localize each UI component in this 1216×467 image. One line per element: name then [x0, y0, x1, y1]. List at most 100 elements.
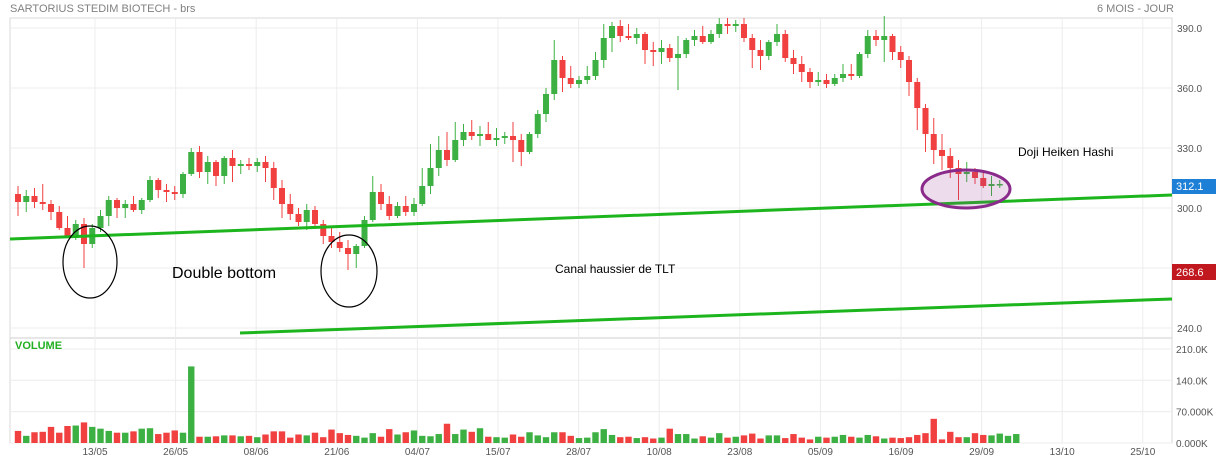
- candle-body: [848, 74, 855, 76]
- volume-bar: [188, 366, 195, 443]
- x-tick-label: 23/08: [727, 447, 752, 458]
- volume-bar: [328, 429, 335, 443]
- candle-body: [873, 36, 879, 40]
- candle-body: [939, 150, 945, 156]
- candle-body: [468, 132, 475, 136]
- candle-body: [386, 204, 393, 216]
- last-price-badge: [1172, 179, 1216, 194]
- x-tick-label: 25/10: [1130, 447, 1155, 458]
- volume-bar: [452, 434, 459, 443]
- candle-body: [312, 210, 318, 224]
- volume-bar: [155, 434, 162, 443]
- channel-lower-trendline: [9, 193, 1173, 241]
- candle-body: [807, 72, 813, 82]
- volume-bar: [592, 432, 599, 443]
- candle-body: [320, 224, 327, 236]
- candle-body: [155, 180, 162, 190]
- volume-bar: [716, 433, 723, 443]
- volume-bar: [897, 438, 904, 443]
- volume-bar: [518, 436, 525, 443]
- x-tick-label: 04/07: [405, 447, 430, 458]
- candle-body: [353, 246, 360, 254]
- volume-bar: [724, 437, 731, 443]
- volume-bar: [146, 428, 154, 443]
- candle-body: [336, 242, 343, 248]
- candle-body: [592, 60, 599, 76]
- volume-bar: [559, 432, 566, 443]
- annotation-doji: Doji Heiken Hashi: [1018, 145, 1113, 159]
- candle-body: [56, 212, 63, 228]
- volume-bar: [757, 438, 764, 443]
- candle-body: [204, 162, 211, 172]
- candle-body: [369, 192, 376, 220]
- candle-body: [31, 196, 38, 202]
- volume-bar: [320, 437, 327, 443]
- candle-body: [122, 204, 129, 208]
- doji-ellipse: [920, 168, 1012, 210]
- volume-bar: [402, 432, 409, 443]
- volume-bar: [179, 432, 187, 443]
- volume-bar: [798, 437, 805, 443]
- candle-body: [534, 114, 541, 134]
- volume-bar: [707, 437, 715, 443]
- volume-bar: [815, 436, 822, 443]
- candle-body: [774, 34, 780, 42]
- volume-bar: [765, 435, 772, 443]
- candlestick-series: [15, 16, 1003, 270]
- candle-body: [732, 24, 739, 26]
- volume-bar: [980, 434, 987, 443]
- candle-body: [922, 108, 929, 134]
- volume-bar: [171, 430, 178, 443]
- volume-bar: [303, 435, 310, 443]
- candle-body: [188, 152, 195, 174]
- candle-body: [221, 158, 228, 176]
- candle-body: [180, 174, 186, 194]
- volume-tick-label: 0.000K: [1176, 439, 1208, 450]
- volume-bar: [386, 429, 393, 443]
- candle-body: [790, 58, 797, 64]
- volume-bar: [278, 431, 286, 443]
- volume-bar: [287, 437, 294, 443]
- volume-bar: [732, 436, 739, 443]
- volume-bar: [740, 435, 748, 443]
- candle-body: [889, 36, 896, 52]
- candle-body: [501, 136, 508, 138]
- candle-body: [765, 42, 772, 56]
- volume-bar: [336, 433, 343, 443]
- volume-bar: [130, 431, 137, 443]
- level-price-label: 268.6: [1176, 267, 1204, 279]
- volume-bar: [625, 436, 632, 443]
- y-tick-label: 390.0: [1177, 24, 1202, 35]
- candle-body: [840, 74, 846, 78]
- candle-body: [23, 196, 30, 202]
- candle-body: [567, 78, 574, 84]
- candle-body: [196, 152, 203, 172]
- candle-body: [246, 164, 252, 166]
- volume-bar: [105, 430, 112, 443]
- last-price-label: 312.1: [1176, 181, 1204, 193]
- candle-body: [749, 38, 756, 50]
- candle-body: [741, 24, 747, 38]
- candle-body: [270, 168, 277, 188]
- volume-bar: [691, 438, 698, 443]
- candle-body: [345, 248, 351, 254]
- candle-body: [963, 172, 970, 174]
- volume-bar: [468, 431, 475, 443]
- candle-body: [947, 156, 954, 168]
- volume-bar: [443, 423, 451, 443]
- x-tick-label: 05/09: [808, 447, 833, 458]
- volume-bar: [584, 437, 591, 443]
- volume-bar: [221, 435, 228, 443]
- candle-body: [518, 140, 525, 152]
- volume-bar: [344, 434, 352, 443]
- volume-bar: [806, 439, 814, 443]
- volume-bar: [138, 428, 145, 443]
- volume-bar: [56, 432, 63, 443]
- volume-bar: [683, 434, 690, 443]
- volume-bar: [963, 437, 970, 443]
- volume-bar: [551, 432, 558, 443]
- annotation-channel: Canal haussier de TLT: [555, 262, 676, 276]
- x-tick-label: 26/05: [163, 447, 188, 458]
- annotation-double-bottom: Double bottom: [172, 265, 276, 282]
